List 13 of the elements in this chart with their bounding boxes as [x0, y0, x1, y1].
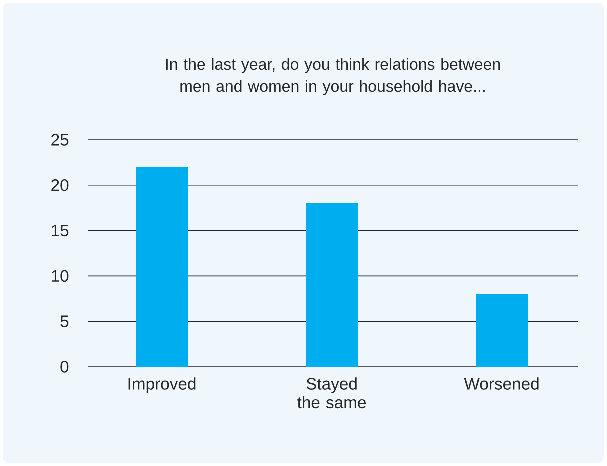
y-tick-label: 25 — [52, 134, 69, 146]
bar — [476, 294, 528, 367]
y-tick-label: 15 — [52, 224, 69, 237]
x-tick-label: Improved — [128, 378, 196, 394]
chart-title: In the last year, do you think relations between men and women in your household have... — [166, 58, 500, 96]
bar — [306, 204, 358, 367]
y-tick-label: 10 — [52, 270, 69, 282]
y-tick-label: 5 — [60, 316, 69, 328]
x-tick-label: Worsened — [464, 378, 539, 390]
x-tick-label: Stayed the same — [298, 378, 366, 409]
bar — [136, 167, 188, 367]
y-tick-label: 0 — [60, 361, 69, 373]
y-tick-label: 20 — [52, 180, 69, 192]
